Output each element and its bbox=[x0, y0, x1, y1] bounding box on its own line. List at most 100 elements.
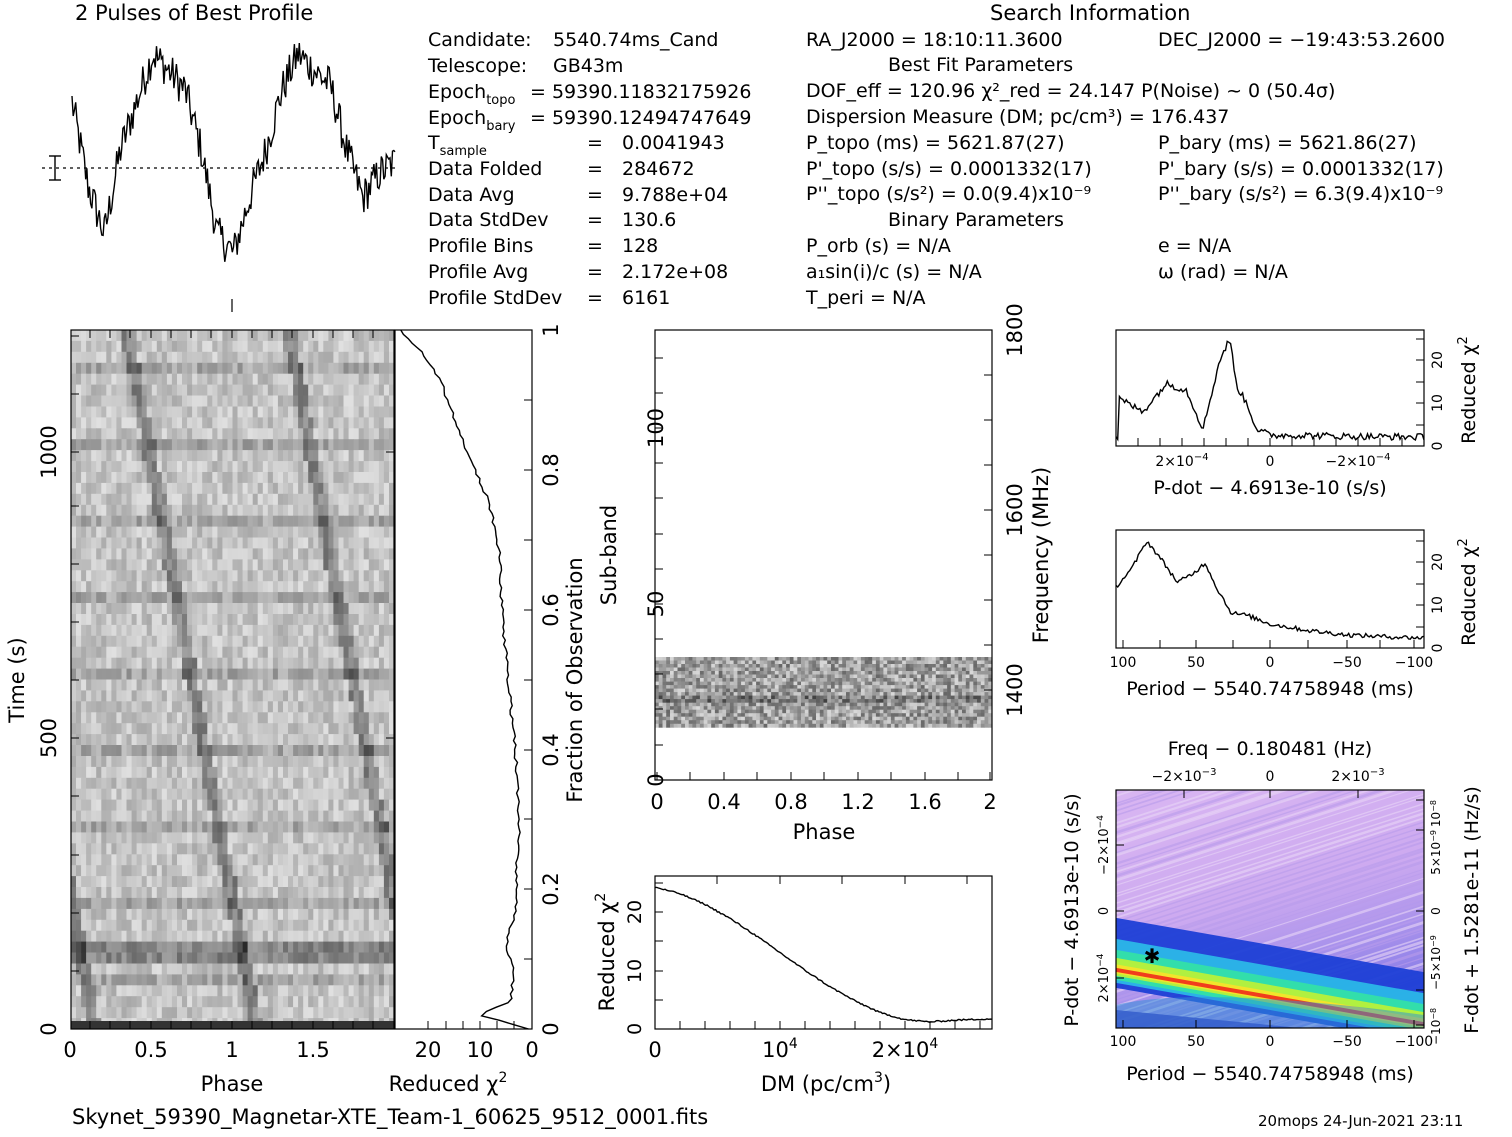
heatmap-cell bbox=[172, 472, 177, 483]
heatmap-cell bbox=[228, 843, 233, 854]
heatmap-cell bbox=[122, 985, 127, 996]
heatmap-cell bbox=[106, 625, 111, 636]
best-fit-title: Best Fit Parameters bbox=[888, 54, 1073, 76]
heatmap-cell bbox=[217, 832, 222, 843]
heatmap-cell bbox=[283, 614, 288, 625]
heatmap-cell bbox=[127, 581, 132, 592]
heatmap-cell bbox=[354, 363, 359, 374]
heatmap-cell bbox=[76, 428, 81, 439]
heatmap-cell bbox=[379, 559, 384, 570]
heatmap-cell bbox=[328, 363, 333, 374]
heatmap-cell bbox=[263, 811, 268, 822]
heatmap-cell bbox=[137, 811, 142, 822]
heatmap-cell bbox=[233, 800, 238, 811]
subband-cell bbox=[936, 661, 940, 665]
heatmap-cell bbox=[162, 865, 167, 876]
heatmap-cell bbox=[298, 789, 303, 800]
heatmap-cell bbox=[96, 538, 101, 549]
heatmap-cell bbox=[344, 341, 349, 352]
heatmap-cell bbox=[172, 483, 177, 494]
heatmap-cell bbox=[71, 712, 76, 723]
heatmap-cell bbox=[86, 374, 91, 385]
heatmap-cell bbox=[313, 854, 318, 865]
time-chi2-panel: 20 10 0 Reduced χ2 0 0.2 0.4 0.6 0.8 1 F… bbox=[389, 323, 587, 1096]
heatmap-cell bbox=[152, 931, 157, 942]
heatmap-cell bbox=[142, 592, 147, 603]
heatmap-cell bbox=[106, 439, 111, 450]
heatmap-cell bbox=[328, 592, 333, 603]
subband-cell bbox=[771, 661, 775, 665]
subband-cell bbox=[749, 675, 753, 679]
heatmap-cell bbox=[359, 898, 364, 909]
heatmap-cell bbox=[76, 603, 81, 614]
subband-cell bbox=[666, 685, 670, 689]
heatmap-cell bbox=[142, 461, 147, 472]
heatmap-cell bbox=[167, 603, 172, 614]
heatmap-cell bbox=[147, 876, 152, 887]
heatmap-cell bbox=[293, 363, 298, 374]
heatmap-cell bbox=[96, 931, 101, 942]
heatmap-cell bbox=[233, 745, 238, 756]
heatmap-cell bbox=[359, 658, 364, 669]
subband-cell bbox=[752, 664, 756, 668]
heatmap-cell bbox=[207, 680, 212, 691]
heatmap-cell bbox=[157, 439, 162, 450]
subband-cell bbox=[854, 675, 858, 679]
heatmap-cell bbox=[328, 1007, 333, 1018]
heatmap-cell bbox=[217, 996, 222, 1007]
heatmap-cell bbox=[106, 374, 111, 385]
heatmap-cell bbox=[313, 767, 318, 778]
heatmap-cell bbox=[283, 690, 288, 701]
heatmap-cell bbox=[308, 374, 313, 385]
heatmap-cell bbox=[323, 494, 328, 505]
heatmap-cell bbox=[147, 734, 152, 745]
heatmap-cell bbox=[339, 909, 344, 920]
heatmap-cell bbox=[344, 887, 349, 898]
heatmap-cell bbox=[147, 712, 152, 723]
heatmap-cell bbox=[127, 680, 132, 691]
heatmap-cell bbox=[142, 472, 147, 483]
profile-line bbox=[72, 43, 395, 262]
heatmap-cell bbox=[248, 385, 253, 396]
heatmap-cell bbox=[177, 1007, 182, 1018]
heatmap-cell bbox=[328, 669, 333, 680]
search-info-title: Search Information bbox=[990, 1, 1190, 25]
heatmap-cell bbox=[111, 330, 116, 341]
heatmap-cell bbox=[233, 330, 238, 341]
subband-cell bbox=[913, 675, 917, 679]
heatmap-cell bbox=[318, 352, 323, 363]
heatmap-cell bbox=[323, 712, 328, 723]
heatmap-cell bbox=[106, 396, 111, 407]
heatmap-cell bbox=[369, 723, 374, 734]
heatmap-cell bbox=[202, 887, 207, 898]
heatmap-cell bbox=[172, 865, 177, 876]
heatmap-cell bbox=[207, 996, 212, 1007]
subband-cell bbox=[678, 671, 682, 675]
heatmap-cell bbox=[273, 996, 278, 1007]
heatmap-cell bbox=[76, 559, 81, 570]
subband-cell bbox=[861, 664, 865, 668]
heatmap-cell bbox=[288, 931, 293, 942]
heatmap-cell bbox=[137, 461, 142, 472]
heatmap-cell bbox=[313, 417, 318, 428]
heatmap-cell bbox=[339, 614, 344, 625]
subband-cell bbox=[678, 678, 682, 682]
heatmap-cell bbox=[344, 822, 349, 833]
subband-cell bbox=[872, 675, 876, 679]
heatmap-cell bbox=[111, 341, 116, 352]
tc-xtick-1: 10 bbox=[467, 1038, 494, 1062]
heatmap-cell bbox=[167, 865, 172, 876]
heatmap-cell bbox=[349, 603, 354, 614]
heatmap-cell bbox=[263, 636, 268, 647]
heatmap-cell bbox=[76, 843, 81, 854]
heatmap-cell bbox=[354, 658, 359, 669]
heatmap-cell bbox=[374, 450, 379, 461]
heatmap-cell bbox=[263, 428, 268, 439]
heatmap-cell bbox=[349, 417, 354, 428]
heatmap-cell bbox=[197, 603, 202, 614]
heatmap-cell bbox=[248, 636, 253, 647]
heatmap-cell bbox=[228, 756, 233, 767]
heatmap-cell bbox=[167, 472, 172, 483]
heatmap-cell bbox=[222, 614, 227, 625]
heatmap-cell bbox=[122, 559, 127, 570]
